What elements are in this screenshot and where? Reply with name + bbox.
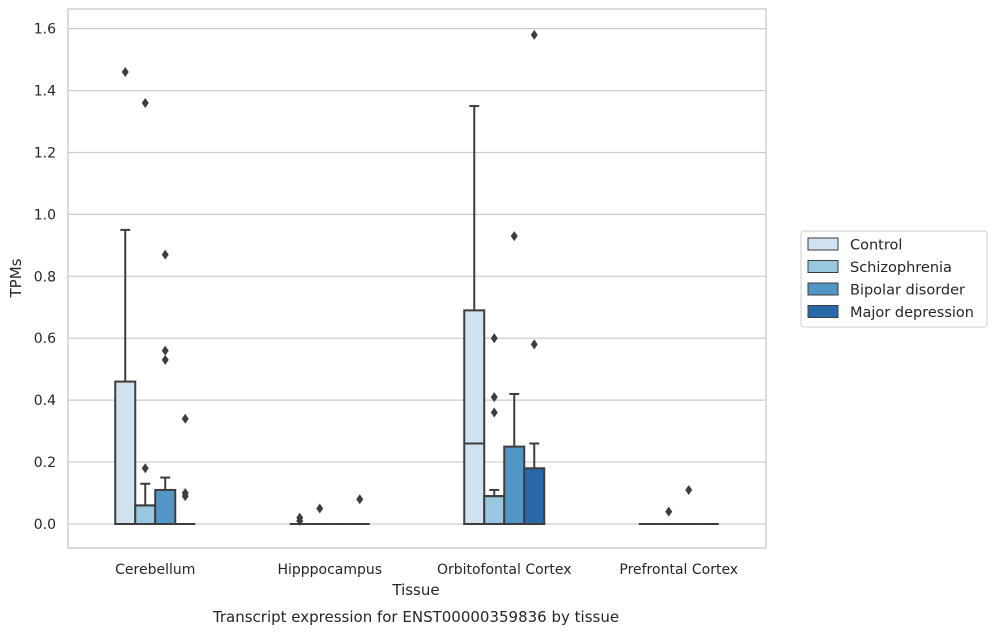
outlier-point [490, 407, 498, 418]
outliers [121, 29, 693, 526]
x-tick-label: Prefrontal Cortex [619, 562, 738, 578]
outlier-point [356, 494, 364, 505]
box-control [114, 228, 137, 526]
outlier-point [141, 463, 149, 474]
outlier-point [161, 345, 169, 356]
outlier-point [530, 339, 538, 350]
outlier-point [141, 97, 149, 108]
box-rect [483, 495, 506, 525]
box-rect [503, 445, 526, 526]
legend-label: Schizophrenia [850, 260, 952, 276]
legend-swatch [807, 305, 839, 318]
y-tick-label: 0.4 [34, 393, 56, 409]
outlier-point [296, 512, 304, 523]
box-rect [134, 504, 157, 526]
box-schizophrenia [483, 488, 506, 525]
outlier-point [161, 354, 169, 365]
y-tick-label: 0.8 [34, 269, 56, 285]
outlier-point [530, 29, 538, 40]
y-tick-label: 0.0 [34, 517, 56, 533]
outlier-point [490, 392, 498, 403]
outlier-point [665, 506, 673, 517]
box-rect [523, 467, 546, 526]
box-rect [154, 488, 177, 525]
box-major-depression [523, 442, 546, 526]
y-tick-label: 0.6 [34, 331, 56, 347]
y-tick-label: 0.2 [34, 455, 56, 471]
outlier-point [490, 333, 498, 344]
y-axis-label: TPMs [7, 258, 25, 298]
box-bipolar-disorder [154, 476, 177, 525]
y-axis-ticks: 0.0 0.2 0.4 0.6 0.8 1.0 1.2 1.4 1.6 [34, 22, 56, 533]
x-axis-label: Tissue [391, 581, 439, 599]
x-tick-label: Orbitofontal Cortex [437, 562, 572, 578]
y-tick-label: 1.4 [34, 84, 56, 100]
y-tick-label: 1.6 [34, 22, 56, 38]
x-axis-ticks: Cerebellum Hipppocampus Orbitofontal Corte… [115, 562, 738, 578]
legend: Control Schizophrenia Bipolar disorder Majo… [800, 230, 988, 328]
legend-swatch [807, 282, 839, 296]
outlier-point [316, 503, 324, 514]
legend-label: Control [850, 238, 902, 254]
y-tick-label: 1.0 [34, 207, 56, 223]
legend-swatch [807, 260, 839, 273]
y-tick-label: 1.2 [34, 145, 56, 161]
legend-swatch [807, 237, 839, 251]
box-bipolar-disorder [503, 392, 526, 526]
legend-frame [800, 230, 988, 328]
x-tick-label: Cerebellum [115, 562, 195, 578]
box-rect [463, 309, 486, 525]
x-tick-label: Hipppocampus [277, 562, 382, 578]
legend-label: Bipolar disorder [850, 283, 965, 299]
boxes [114, 105, 719, 526]
outlier-point [161, 249, 169, 260]
legend-label: Major depression [850, 305, 974, 321]
outlier-point [181, 413, 189, 424]
outlier-point [181, 488, 189, 499]
box-schizophrenia [134, 482, 157, 526]
chart-caption: Transcript expression for ENST0000035983… [212, 608, 619, 626]
box-rect [114, 380, 137, 526]
grid-lines [68, 28, 766, 525]
plot-frame [67, 8, 767, 549]
outlier-point [685, 484, 693, 495]
box-control [463, 105, 486, 525]
outlier-point [121, 66, 129, 77]
outlier-point [510, 231, 518, 242]
